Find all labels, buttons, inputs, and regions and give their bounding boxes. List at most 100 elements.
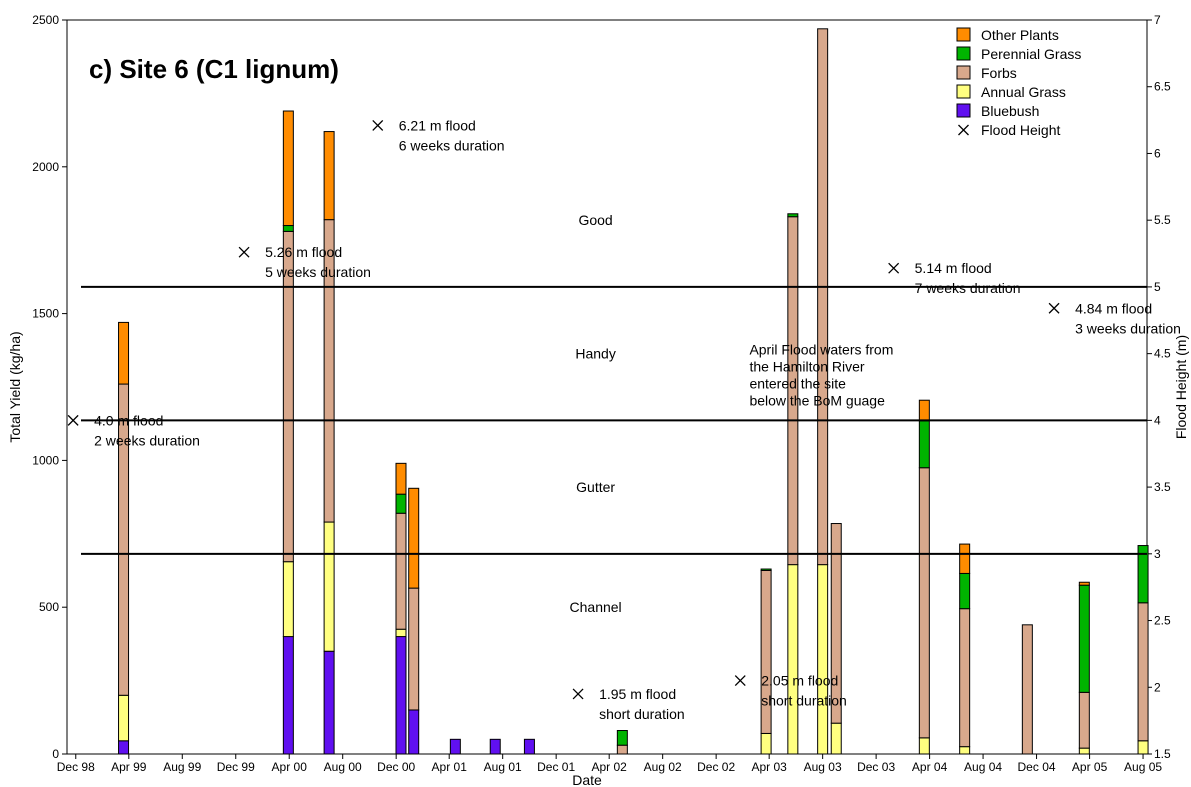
flood-annotation-line: 6.21 m flood: [399, 117, 476, 133]
x-tick-label: Dec 99: [217, 760, 255, 774]
y2-tick-label: 4: [1154, 413, 1161, 427]
flood-marker: [572, 688, 584, 700]
flood-annotation-line: 2 weeks duration: [94, 432, 200, 448]
bar-segment-forbs: [830, 523, 842, 724]
bar-segment-annual-grass: [817, 564, 829, 755]
bar-segment-bluebush: [408, 709, 420, 755]
bar-segment-forbs: [395, 512, 407, 630]
bar-segment-annual-grass: [395, 628, 407, 638]
bar-segment-perennial-grass: [395, 493, 407, 514]
flood-marker: [238, 246, 250, 258]
bar-segment-annual-grass: [282, 561, 294, 638]
x-tick-label: Apr 04: [912, 760, 948, 774]
x-tick-label: Apr 03: [751, 760, 787, 774]
flood-marker: [888, 262, 900, 274]
legend-label: Perennial Grass: [981, 46, 1081, 62]
flood-annotation-line: 4.84 m flood: [1075, 300, 1152, 316]
x-tick-label: Aug 05: [1124, 760, 1162, 774]
x-tick-label: Aug 99: [163, 760, 201, 774]
bar-segment-perennial-grass: [918, 420, 930, 469]
bar-segment-perennial-grass: [760, 568, 772, 571]
zone-label-gutter: Gutter: [576, 479, 615, 495]
legend-label: Forbs: [981, 65, 1017, 81]
flood-annotation-line: 1.95 m flood: [599, 686, 676, 702]
flood-annotation-line: 5.14 m flood: [915, 260, 992, 276]
bar-segment-other-plants: [395, 462, 407, 495]
bar-segment-perennial-grass: [1078, 584, 1090, 693]
bar-segment-forbs: [760, 570, 772, 734]
bar-segment-forbs: [918, 467, 930, 739]
legend-label: Other Plants: [981, 27, 1059, 43]
y-tick-label: 1000: [32, 453, 59, 467]
flood-marker: [734, 675, 746, 687]
x-tick-label: Aug 02: [644, 760, 682, 774]
bar-segment-bluebush: [489, 738, 501, 755]
x-tick-label: Apr 02: [592, 760, 628, 774]
note-line: below the BoM guage: [749, 393, 885, 409]
zone-label-handy: Handy: [575, 346, 615, 362]
flood-marker: [372, 119, 384, 131]
flood-annotation-line: short duration: [761, 693, 847, 709]
bar-segment-forbs: [616, 744, 628, 755]
flood-annotation-line: 4.0 m flood: [94, 412, 163, 428]
zone-label-channel: Channel: [570, 599, 622, 615]
flood-annotation-line: short duration: [599, 706, 685, 722]
bar-segment-forbs: [959, 608, 971, 748]
chart-title: c) Site 6 (C1 lignum): [89, 54, 339, 84]
note-line: entered the site: [749, 376, 846, 392]
x-tick-label: Dec 00: [377, 760, 415, 774]
bar-segment-bluebush: [395, 636, 407, 755]
bar-segment-bluebush: [118, 740, 130, 755]
flood-marker: [67, 414, 79, 426]
bar-segment-other-plants: [282, 110, 294, 227]
x-tick-label: Dec 02: [697, 760, 735, 774]
bar-segment-annual-grass: [918, 737, 930, 755]
flood-annotation-line: 6 weeks duration: [399, 137, 505, 153]
bar-segment-annual-grass: [1137, 740, 1149, 755]
bar-segment-annual-grass: [830, 722, 842, 755]
x-tick-label: Apr 99: [111, 760, 147, 774]
bar-segment-perennial-grass: [787, 213, 799, 218]
bar-segment-forbs: [817, 28, 829, 566]
bar-segment-bluebush: [523, 738, 535, 755]
legend-label: Flood Height: [981, 122, 1060, 138]
zone-label-good: Good: [578, 212, 612, 228]
note-line: April Flood waters from: [749, 342, 893, 358]
x-tick-label: Dec 04: [1018, 760, 1056, 774]
bar-segment-annual-grass: [118, 694, 130, 742]
x-tick-label: Apr 05: [1072, 760, 1108, 774]
y2-tick-label: 4.5: [1154, 347, 1171, 361]
bar-segment-annual-grass: [1078, 747, 1090, 755]
x-axis-label: Date: [572, 772, 602, 787]
y-tick-label: 1500: [32, 307, 59, 321]
bar-segment-bluebush: [323, 650, 335, 755]
y2-tick-label: 2: [1154, 680, 1161, 694]
y-tick-label: 500: [39, 600, 59, 614]
y2-tick-label: 7: [1154, 13, 1161, 27]
flood-annotation-line: 3 weeks duration: [1075, 320, 1181, 336]
y2-tick-label: 5.5: [1154, 213, 1171, 227]
y2-tick-label: 6.5: [1154, 80, 1171, 94]
x-tick-label: Dec 03: [857, 760, 895, 774]
bar-segment-forbs: [118, 383, 130, 696]
flood-annotation-line: 7 weeks duration: [915, 280, 1021, 296]
bar-segment-annual-grass: [959, 746, 971, 755]
y2-tick-label: 2.5: [1154, 614, 1171, 628]
plot-frame: [66, 19, 1148, 755]
x-tick-label: Aug 04: [964, 760, 1002, 774]
y2-tick-label: 3.5: [1154, 480, 1171, 494]
y-tick-label: 2000: [32, 160, 59, 174]
bar-segment-forbs: [1137, 602, 1149, 742]
bar-segment-other-plants: [1078, 581, 1090, 586]
legend-label: Bluebush: [981, 103, 1039, 119]
bar-segment-annual-grass: [323, 521, 335, 652]
bar-segment-other-plants: [408, 487, 420, 589]
x-tick-label: Dec 98: [57, 760, 95, 774]
y2-tick-label: 3: [1154, 547, 1161, 561]
y-axis-label: Total Yield (kg/ha): [7, 331, 23, 442]
bar-segment-forbs: [282, 230, 294, 563]
bar-segment-other-plants: [918, 399, 930, 422]
bar-segment-perennial-grass: [616, 730, 628, 746]
y2-axis-label: Flood Height (m): [1173, 335, 1189, 439]
bar-segment-forbs: [408, 587, 420, 711]
